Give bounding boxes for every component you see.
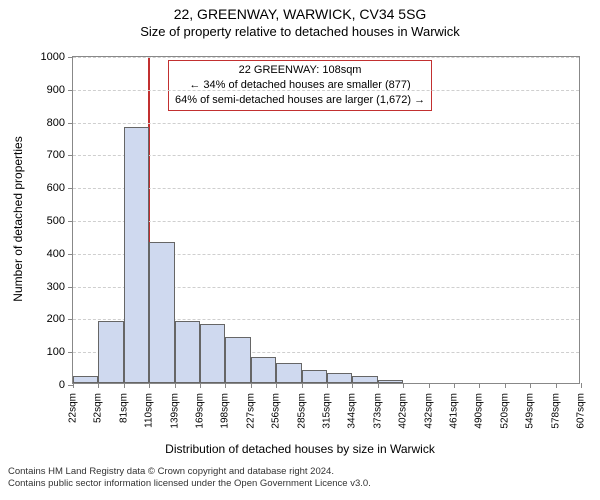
x-tick (175, 383, 176, 388)
x-tick (505, 383, 506, 388)
grid-line (73, 90, 579, 91)
histogram-bar (352, 376, 377, 383)
x-tick-label: 52sqm (93, 393, 104, 423)
x-tick-label: 285sqm (296, 393, 307, 429)
histogram-bar (225, 337, 250, 383)
y-tick-label: 800 (47, 117, 65, 129)
y-tick-label: 700 (47, 149, 65, 161)
y-axis-label: Number of detached properties (11, 119, 25, 319)
footer-text: Contains HM Land Registry data © Crown c… (8, 466, 592, 490)
grid-line (73, 123, 579, 124)
page-subtitle: Size of property relative to detached ho… (0, 24, 600, 39)
histogram-bar (276, 363, 301, 383)
y-tick-label: 100 (47, 346, 65, 358)
histogram-bar (149, 242, 174, 383)
x-axis-label: Distribution of detached houses by size … (0, 442, 600, 456)
x-tick (225, 383, 226, 388)
x-tick (352, 383, 353, 388)
y-tick-label: 200 (47, 313, 65, 325)
x-tick (479, 383, 480, 388)
x-tick (98, 383, 99, 388)
x-tick-label: 198sqm (220, 393, 231, 429)
x-tick-label: 256sqm (271, 393, 282, 429)
x-tick (73, 383, 74, 388)
x-tick-label: 461sqm (449, 393, 460, 429)
x-tick (378, 383, 379, 388)
y-tick-label: 400 (47, 248, 65, 260)
x-tick-label: 139sqm (169, 393, 180, 429)
page-title: 22, GREENWAY, WARWICK, CV34 5SG (0, 6, 600, 22)
histogram-bar (73, 376, 98, 383)
chart-container: 22, GREENWAY, WARWICK, CV34 5SG Size of … (0, 0, 600, 500)
x-tick (454, 383, 455, 388)
x-tick (581, 383, 582, 388)
x-tick-label: 549sqm (525, 393, 536, 429)
x-tick (556, 383, 557, 388)
y-tick-label: 0 (59, 379, 65, 391)
x-tick (429, 383, 430, 388)
x-tick (200, 383, 201, 388)
x-tick-label: 402sqm (398, 393, 409, 429)
x-tick-label: 607sqm (576, 393, 587, 429)
x-tick (276, 383, 277, 388)
x-tick (251, 383, 252, 388)
y-tick-label: 900 (47, 84, 65, 96)
histogram-bar (251, 357, 276, 383)
histogram-bar (378, 380, 403, 383)
annotation-box: 22 GREENWAY: 108sqm ← 34% of detached ho… (168, 60, 432, 111)
x-tick-label: 227sqm (245, 393, 256, 429)
x-tick-label: 490sqm (474, 393, 485, 429)
footer-line-1: Contains HM Land Registry data © Crown c… (8, 466, 592, 478)
x-tick-label: 81sqm (118, 393, 129, 423)
x-tick (530, 383, 531, 388)
histogram-bar (200, 324, 225, 383)
histogram-bar (175, 321, 200, 383)
x-tick-label: 578sqm (550, 393, 561, 429)
plot-area: 22 GREENWAY: 108sqm ← 34% of detached ho… (72, 56, 580, 384)
histogram-bar (302, 370, 327, 383)
x-tick-label: 22sqm (68, 393, 79, 423)
y-tick-label: 500 (47, 215, 65, 227)
x-tick-label: 344sqm (347, 393, 358, 429)
x-tick-label: 373sqm (372, 393, 383, 429)
x-tick-label: 110sqm (144, 393, 155, 428)
x-tick (302, 383, 303, 388)
grid-line (73, 57, 579, 58)
histogram-bar (124, 127, 149, 383)
x-tick-label: 520sqm (499, 393, 510, 429)
y-tick-label: 600 (47, 182, 65, 194)
x-tick (327, 383, 328, 388)
x-tick-label: 169sqm (195, 393, 206, 429)
annotation-line-1: 22 GREENWAY: 108sqm (175, 63, 425, 78)
x-tick (124, 383, 125, 388)
x-tick (149, 383, 150, 388)
x-tick-label: 432sqm (423, 393, 434, 429)
footer-line-2: Contains public sector information licen… (8, 478, 592, 490)
annotation-line-3: 64% of semi-detached houses are larger (… (175, 93, 425, 108)
y-tick-label: 1000 (41, 51, 65, 63)
histogram-bar (327, 373, 352, 383)
x-tick (403, 383, 404, 388)
histogram-bar (98, 321, 123, 383)
x-tick-label: 315sqm (322, 393, 333, 429)
y-tick-label: 300 (47, 281, 65, 293)
